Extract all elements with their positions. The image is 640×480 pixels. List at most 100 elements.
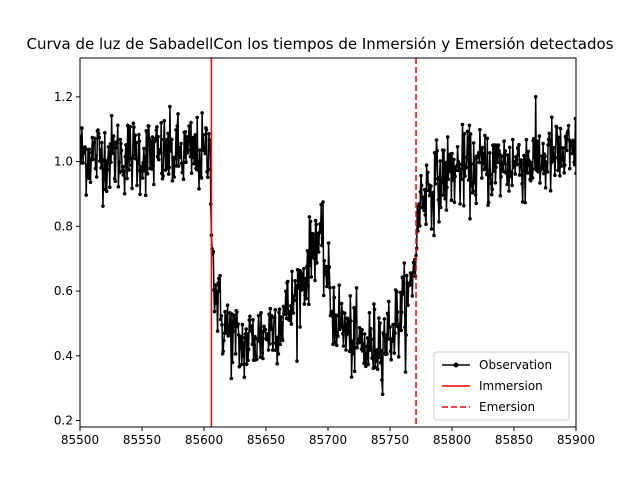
observation-point	[430, 199, 435, 204]
observation-point	[321, 200, 325, 204]
observation-point	[80, 126, 84, 130]
observation-point	[242, 375, 247, 380]
observation-point	[359, 331, 363, 335]
observation-point	[388, 325, 392, 329]
observation-point	[373, 350, 378, 355]
observation-point	[419, 183, 424, 188]
observation-point	[122, 169, 126, 173]
observation-point	[277, 310, 281, 315]
observation-point	[303, 293, 307, 298]
observation-point	[222, 338, 226, 343]
observation-point	[287, 309, 292, 314]
legend: Observation Immersion Emersion	[433, 351, 570, 421]
observation-point	[367, 311, 372, 315]
legend-label: Immersion	[479, 379, 543, 393]
observation-point	[445, 185, 449, 190]
observation-point	[109, 113, 114, 118]
observation-point	[370, 356, 375, 361]
observation-point	[449, 198, 454, 202]
observation-point	[112, 176, 117, 181]
observation-point	[195, 115, 199, 120]
observation-point	[424, 222, 428, 226]
observation-point	[96, 131, 101, 136]
observation-point	[328, 313, 333, 318]
observation-point	[486, 203, 490, 207]
observation-point	[278, 342, 283, 347]
observation-point	[497, 149, 501, 153]
observation-point	[422, 208, 426, 213]
observation-point	[401, 290, 406, 294]
observation-point	[321, 293, 326, 298]
observation-point	[173, 155, 178, 159]
observation-point	[486, 200, 491, 205]
observation-point	[147, 124, 151, 128]
observation-point	[499, 174, 503, 179]
observation-point	[281, 304, 286, 309]
observation-point	[397, 322, 402, 327]
observation-point	[259, 311, 263, 315]
observation-point	[366, 362, 371, 367]
observation-point	[145, 171, 150, 176]
observation-point	[491, 169, 496, 174]
observation-point	[338, 318, 343, 323]
y-tick-label: 0.4	[54, 349, 73, 363]
observation-point	[502, 139, 506, 143]
observation-point	[194, 167, 199, 172]
observation-point	[464, 165, 469, 170]
observation-point	[115, 140, 119, 145]
observation-point	[561, 156, 566, 161]
observation-point	[140, 176, 145, 180]
observation-point	[443, 196, 448, 201]
observation-point	[305, 249, 310, 253]
observation-point	[515, 146, 520, 150]
observation-point	[310, 241, 315, 245]
observation-point	[171, 162, 176, 167]
observation-point	[470, 183, 474, 188]
observation-point	[241, 341, 246, 346]
observation-point	[446, 177, 451, 182]
observation-point	[437, 220, 441, 224]
observation-point	[245, 362, 249, 367]
observation-point	[301, 287, 306, 292]
observation-point	[493, 181, 498, 185]
observation-point	[107, 155, 111, 159]
observation-point	[181, 161, 185, 166]
observation-point	[386, 337, 390, 341]
observation-point	[143, 154, 147, 159]
observation-point	[417, 202, 421, 206]
observation-point	[556, 135, 561, 140]
observation-point	[466, 178, 471, 182]
observation-point	[312, 256, 317, 261]
observation-point	[309, 275, 314, 279]
observation-point	[116, 184, 121, 189]
observation-point	[535, 139, 540, 144]
observation-point	[489, 192, 494, 197]
observation-point	[225, 303, 230, 308]
observation-point	[232, 324, 237, 329]
observation-point	[546, 143, 550, 147]
observation-point	[362, 332, 367, 336]
observation-point	[264, 337, 269, 342]
observation-point	[109, 160, 113, 165]
observation-point	[178, 145, 182, 150]
observation-point	[532, 136, 536, 141]
observation-point	[426, 170, 430, 175]
observation-point	[506, 162, 511, 166]
observation-point	[448, 161, 452, 165]
observation-point	[203, 151, 207, 156]
observation-point	[218, 273, 222, 278]
observation-point	[552, 159, 557, 163]
observation-point	[368, 348, 373, 352]
x-tick-label: 85500	[61, 433, 99, 447]
observation-point	[420, 205, 425, 210]
observation-point	[339, 325, 343, 329]
observation-point	[451, 178, 456, 182]
observation-point	[135, 168, 140, 173]
observation-point	[342, 311, 347, 316]
observation-point	[555, 125, 559, 130]
observation-point	[270, 327, 275, 331]
observation-point	[148, 139, 153, 144]
observation-point	[273, 308, 278, 312]
observation-point	[369, 337, 374, 342]
observation-point	[458, 202, 462, 206]
